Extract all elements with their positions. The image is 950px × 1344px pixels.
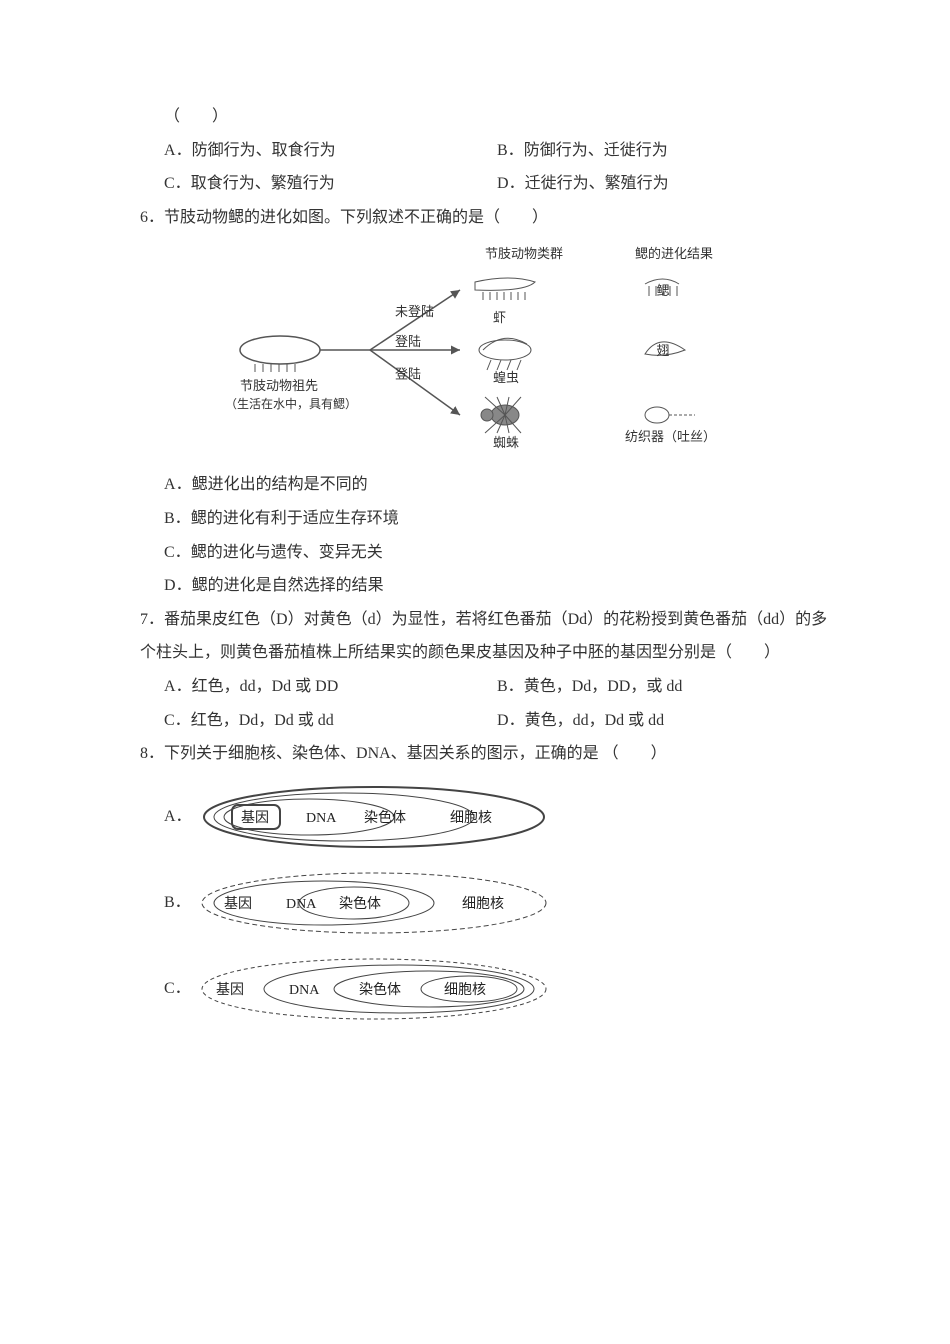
q7-options: A．红色，dd，Dd 或 DD B．黄色，Dd，DD，或 dd C．红色，Dd，… — [140, 670, 830, 737]
opt-letter: C — [164, 175, 175, 192]
svg-text:节肢动物类群: 节肢动物类群 — [485, 246, 563, 261]
svg-text:染色体: 染色体 — [339, 895, 381, 912]
q-text: 节肢动物鳃的进化如图。下列叙述不正确的是（ ） — [164, 209, 548, 226]
opt-letter: D — [497, 712, 509, 729]
svg-text:登陆: 登陆 — [395, 334, 421, 349]
q6-figure: 节肢动物类群鳃的进化结果节肢动物祖先（生活在水中，具有鳃）未登陆虾登陆蝗虫登陆蜘… — [140, 234, 830, 468]
svg-text:节肢动物祖先: 节肢动物祖先 — [240, 378, 318, 393]
svg-text:DNA: DNA — [286, 897, 317, 912]
opt-text: 鳃的进化是自然选择的结果 — [192, 577, 384, 594]
opt-text: 红色，dd，Dd 或 DD — [192, 678, 339, 695]
q7-opt-c: C．红色，Dd，Dd 或 dd — [164, 704, 497, 738]
opt-text: 迁徙行为、繁殖行为 — [525, 175, 669, 192]
svg-text:未登陆: 未登陆 — [395, 304, 434, 319]
nesting-diagram-c: 基因 DNA 染色体 细胞核 — [194, 949, 554, 1029]
opt-letter: C — [164, 712, 175, 729]
q6-stem: 6．节肢动物鳃的进化如图。下列叙述不正确的是（ ） — [140, 201, 830, 235]
opt-letter: A． — [164, 800, 194, 834]
opt-letter: C — [164, 544, 175, 561]
opt-letter: B — [497, 678, 508, 695]
svg-text:染色体: 染色体 — [364, 809, 406, 826]
opt-text: 鳃的进化有利于适应生存环境 — [191, 510, 399, 527]
svg-text:DNA: DNA — [306, 811, 337, 826]
opt-letter: A — [164, 678, 176, 695]
q7-opt-d: D．黄色，dd，Dd 或 dd — [497, 704, 830, 738]
svg-text:细胞核: 细胞核 — [462, 896, 504, 912]
svg-text:虾: 虾 — [493, 310, 506, 325]
q-number: 7． — [140, 611, 164, 628]
opt-letter: A — [164, 476, 176, 493]
svg-text:翅: 翅 — [656, 343, 669, 358]
evolution-diagram: 节肢动物类群鳃的进化结果节肢动物祖先（生活在水中，具有鳃）未登陆虾登陆蝗虫登陆蜘… — [225, 240, 745, 460]
opt-letter: B — [497, 142, 508, 159]
svg-text:DNA: DNA — [289, 983, 320, 998]
q6-opt-c: C．鳃的进化与遗传、变异无关 — [140, 536, 830, 570]
svg-text:纺织器（吐丝）: 纺织器（吐丝） — [625, 429, 716, 444]
svg-text:细胞核: 细胞核 — [450, 810, 492, 826]
opt-letter: C． — [164, 972, 194, 1006]
q6-opt-b: B．鳃的进化有利于适应生存环境 — [140, 502, 830, 536]
q6-opt-d: D．鳃的进化是自然选择的结果 — [140, 569, 830, 603]
q5-opt-a: A．防御行为、取食行为 — [164, 134, 497, 168]
q5-options: A．防御行为、取食行为 B．防御行为、迁徙行为 C．取食行为、繁殖行为 D．迁徙… — [140, 134, 830, 201]
q5-opt-b: B．防御行为、迁徙行为 — [497, 134, 830, 168]
opt-letter: B — [164, 510, 175, 527]
svg-text:（生活在水中，具有鳃）: （生活在水中，具有鳃） — [225, 396, 357, 411]
svg-text:细胞核: 细胞核 — [444, 982, 486, 998]
opt-text: 黄色，Dd，DD，或 dd — [524, 678, 683, 695]
q5-opt-c: C．取食行为、繁殖行为 — [164, 167, 497, 201]
q-number: 6． — [140, 209, 164, 226]
opt-text: 红色，Dd，Dd 或 dd — [191, 712, 334, 729]
opt-text: 防御行为、迁徙行为 — [524, 142, 668, 159]
opt-letter: D — [164, 577, 176, 594]
svg-text:鳃的进化结果: 鳃的进化结果 — [635, 246, 713, 261]
q7-opt-a: A．红色，dd，Dd 或 DD — [164, 670, 497, 704]
q5-blank: （ ） — [140, 100, 830, 134]
q-text: 下列关于细胞核、染色体、DNA、基因关系的图示，正确的是 （ ） — [164, 745, 667, 762]
svg-text:登陆: 登陆 — [395, 367, 421, 382]
svg-text:基因: 基因 — [224, 895, 252, 912]
q5-opt-d: D．迁徙行为、繁殖行为 — [497, 167, 830, 201]
opt-text: 取食行为、繁殖行为 — [191, 175, 335, 192]
q6-opt-a: A．鳃进化出的结构是不同的 — [140, 468, 830, 502]
svg-text:蝗虫: 蝗虫 — [493, 370, 519, 385]
q8-ans-c: C． 基因 DNA 染色体 细胞核 — [140, 949, 830, 1029]
svg-text:染色体: 染色体 — [359, 981, 401, 998]
opt-letter: B． — [164, 886, 194, 920]
opt-text: 防御行为、取食行为 — [192, 142, 336, 159]
opt-letter: D — [497, 175, 509, 192]
q8-ans-b: B． 基因 DNA 染色体 细胞核 — [140, 863, 830, 943]
svg-text:基因: 基因 — [216, 981, 244, 998]
nesting-diagram-b: 基因 DNA 染色体 细胞核 — [194, 863, 554, 943]
opt-text: 鳃的进化与遗传、变异无关 — [191, 544, 383, 561]
q-text: 番茄果皮红色（D）对黄色（d）为显性，若将红色番茄（Dd）的花粉授到黄色番茄（d… — [140, 611, 827, 662]
exam-page: （ ） A．防御行为、取食行为 B．防御行为、迁徙行为 C．取食行为、繁殖行为 … — [0, 0, 950, 1095]
opt-text: 鳃进化出的结构是不同的 — [192, 476, 368, 493]
q8-stem: 8．下列关于细胞核、染色体、DNA、基因关系的图示，正确的是 （ ） — [140, 737, 830, 771]
opt-letter: A — [164, 142, 176, 159]
svg-text:鳃: 鳃 — [656, 283, 669, 298]
q7-stem: 7．番茄果皮红色（D）对黄色（d）为显性，若将红色番茄（Dd）的花粉授到黄色番茄… — [140, 603, 830, 670]
q7-opt-b: B．黄色，Dd，DD，或 dd — [497, 670, 830, 704]
nesting-diagram-a: 基因 DNA 染色体 细胞核 — [194, 777, 554, 857]
q8-ans-a: A． 基因 DNA 染色体 细胞核 — [140, 777, 830, 857]
svg-text:基因: 基因 — [241, 809, 269, 826]
q-number: 8． — [140, 745, 164, 762]
opt-text: 黄色，dd，Dd 或 dd — [525, 712, 665, 729]
svg-text:蜘蛛: 蜘蛛 — [493, 435, 519, 450]
